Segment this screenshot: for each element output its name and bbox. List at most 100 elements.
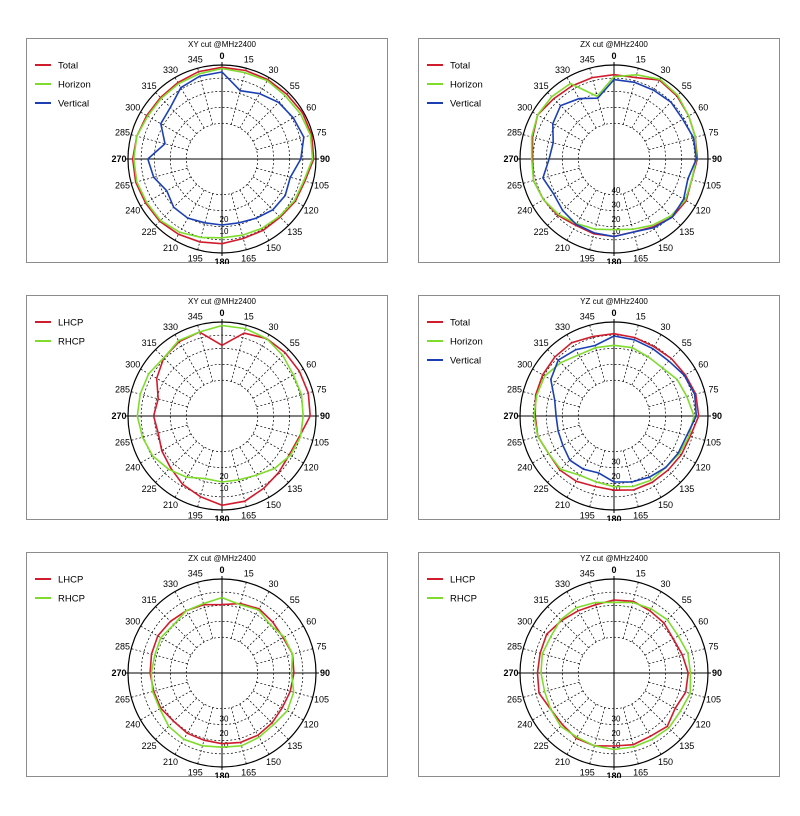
angle-tick-label: 285	[115, 384, 130, 394]
series-line-rhcp	[150, 596, 295, 749]
grid-spoke	[230, 68, 247, 125]
grid-spoke	[532, 368, 584, 399]
angle-tick-label: 135	[679, 227, 694, 237]
legend-label: Vertical	[450, 356, 481, 367]
angle-tick-label: 60	[306, 103, 316, 113]
series-line-vertical	[146, 71, 305, 226]
grid-spoke	[622, 582, 639, 639]
chart-title: YZ cut @MHz2400	[580, 297, 648, 306]
chart-panel: ZX cut @MHz2400 0 15 30 55 60 75 90 105 120 135 150…	[418, 38, 780, 264]
legend-label: LHCP	[450, 575, 475, 586]
grid-spoke	[239, 77, 270, 129]
angle-tick-label: 0	[611, 308, 616, 318]
grid-spoke	[174, 446, 205, 498]
angle-tick-label: 75	[316, 127, 326, 137]
grid-spoke	[589, 450, 606, 507]
angle-tick-label: 55	[290, 81, 300, 91]
angle-tick-label: 180	[606, 514, 621, 521]
angle-tick-label: 300	[517, 617, 532, 627]
angle-tick-label: 120	[696, 463, 711, 473]
angle-tick-label: 90	[712, 154, 722, 164]
angle-tick-label: 180	[606, 771, 621, 778]
grid-spoke	[631, 591, 662, 643]
grid-spoke	[547, 92, 589, 134]
grid-spoke	[589, 325, 606, 382]
angle-tick-label: 30	[660, 579, 670, 589]
grid-spoke	[155, 606, 197, 648]
angle-tick-label: 240	[125, 206, 140, 216]
grid-spoke	[174, 334, 205, 386]
chart-title: ZX cut @MHz2400	[188, 554, 256, 563]
angle-tick-label: 300	[125, 103, 140, 113]
angle-tick-label: 210	[555, 243, 570, 253]
angle-tick-label: 180	[214, 514, 229, 521]
angle-tick-label: 210	[163, 500, 178, 510]
grid-spoke	[547, 606, 589, 648]
angle-tick-label: 150	[658, 243, 673, 253]
angle-tick-label: 90	[712, 411, 722, 421]
polar-chart: YZ cut @MHz2400 0 15 30 55 60 75 90 105 120 135 150…	[427, 554, 722, 778]
legend-label: Horizon	[450, 337, 483, 348]
angle-tick-label: 75	[708, 127, 718, 137]
grid-spoke	[256, 391, 313, 408]
legend-label: Vertical	[450, 99, 481, 110]
grid-spoke	[648, 424, 705, 441]
chart-panel: ZX cut @MHz2400 0 15 30 55 60 75 90 105 120 135 150…	[26, 552, 388, 778]
angle-tick-label: 75	[708, 384, 718, 394]
angle-tick-label: 265	[115, 695, 130, 705]
series-line-total	[131, 66, 315, 245]
chart-title: XY cut @MHz2400	[188, 40, 257, 49]
grid-spoke	[566, 77, 597, 129]
angle-tick-label: 240	[125, 463, 140, 473]
series-line-horizon	[530, 73, 698, 231]
angle-tick-label: 120	[304, 463, 319, 473]
angle-tick-label: 15	[244, 55, 254, 65]
grid-spoke	[230, 325, 247, 382]
angle-tick-label: 225	[534, 484, 549, 494]
angle-tick-label: 315	[142, 595, 157, 605]
angle-tick-label: 345	[580, 55, 595, 65]
radial-tick-label: 10	[612, 227, 621, 236]
grid-spoke	[252, 433, 304, 464]
grid-spoke	[239, 591, 270, 643]
angle-tick-label: 55	[682, 338, 692, 348]
grid-spoke	[197, 68, 214, 125]
angle-tick-label: 265	[115, 181, 130, 191]
angle-tick-label: 330	[163, 579, 178, 589]
angle-tick-label: 180	[606, 257, 621, 264]
angle-tick-label: 60	[698, 103, 708, 113]
grid-spoke	[639, 349, 681, 391]
angle-tick-label: 75	[316, 641, 326, 651]
angle-tick-label: 30	[268, 65, 278, 75]
series-line-horizon	[132, 67, 314, 239]
angle-tick-label: 195	[580, 254, 595, 264]
angle-tick-label: 300	[125, 360, 140, 370]
grid-spoke	[566, 446, 597, 498]
angle-tick-label: 55	[290, 338, 300, 348]
angle-tick-label: 90	[320, 154, 330, 164]
angle-tick-label: 315	[534, 595, 549, 605]
grid-spoke	[252, 625, 304, 656]
grid-spoke	[644, 433, 696, 464]
angle-tick-label: 345	[580, 569, 595, 579]
grid-spoke	[648, 681, 705, 698]
legend-label: Horizon	[58, 80, 91, 91]
chart-title: YZ cut @MHz2400	[580, 554, 648, 563]
grid-spoke	[532, 111, 584, 142]
angle-tick-label: 55	[682, 595, 692, 605]
angle-tick-label: 150	[658, 757, 673, 767]
angle-tick-label: 60	[306, 617, 316, 627]
angle-tick-label: 265	[507, 181, 522, 191]
angle-tick-label: 315	[142, 338, 157, 348]
angle-tick-label: 90	[712, 668, 722, 678]
angle-tick-label: 105	[706, 438, 721, 448]
grid-spoke	[644, 111, 696, 142]
angle-tick-label: 330	[555, 65, 570, 75]
grid-spoke	[247, 92, 289, 134]
angle-tick-label: 55	[290, 595, 300, 605]
angle-tick-label: 30	[268, 322, 278, 332]
angle-tick-label: 30	[268, 579, 278, 589]
chart-title: ZX cut @MHz2400	[580, 40, 648, 49]
radial-tick-label: 20	[612, 729, 621, 738]
grid-spoke	[247, 441, 289, 483]
